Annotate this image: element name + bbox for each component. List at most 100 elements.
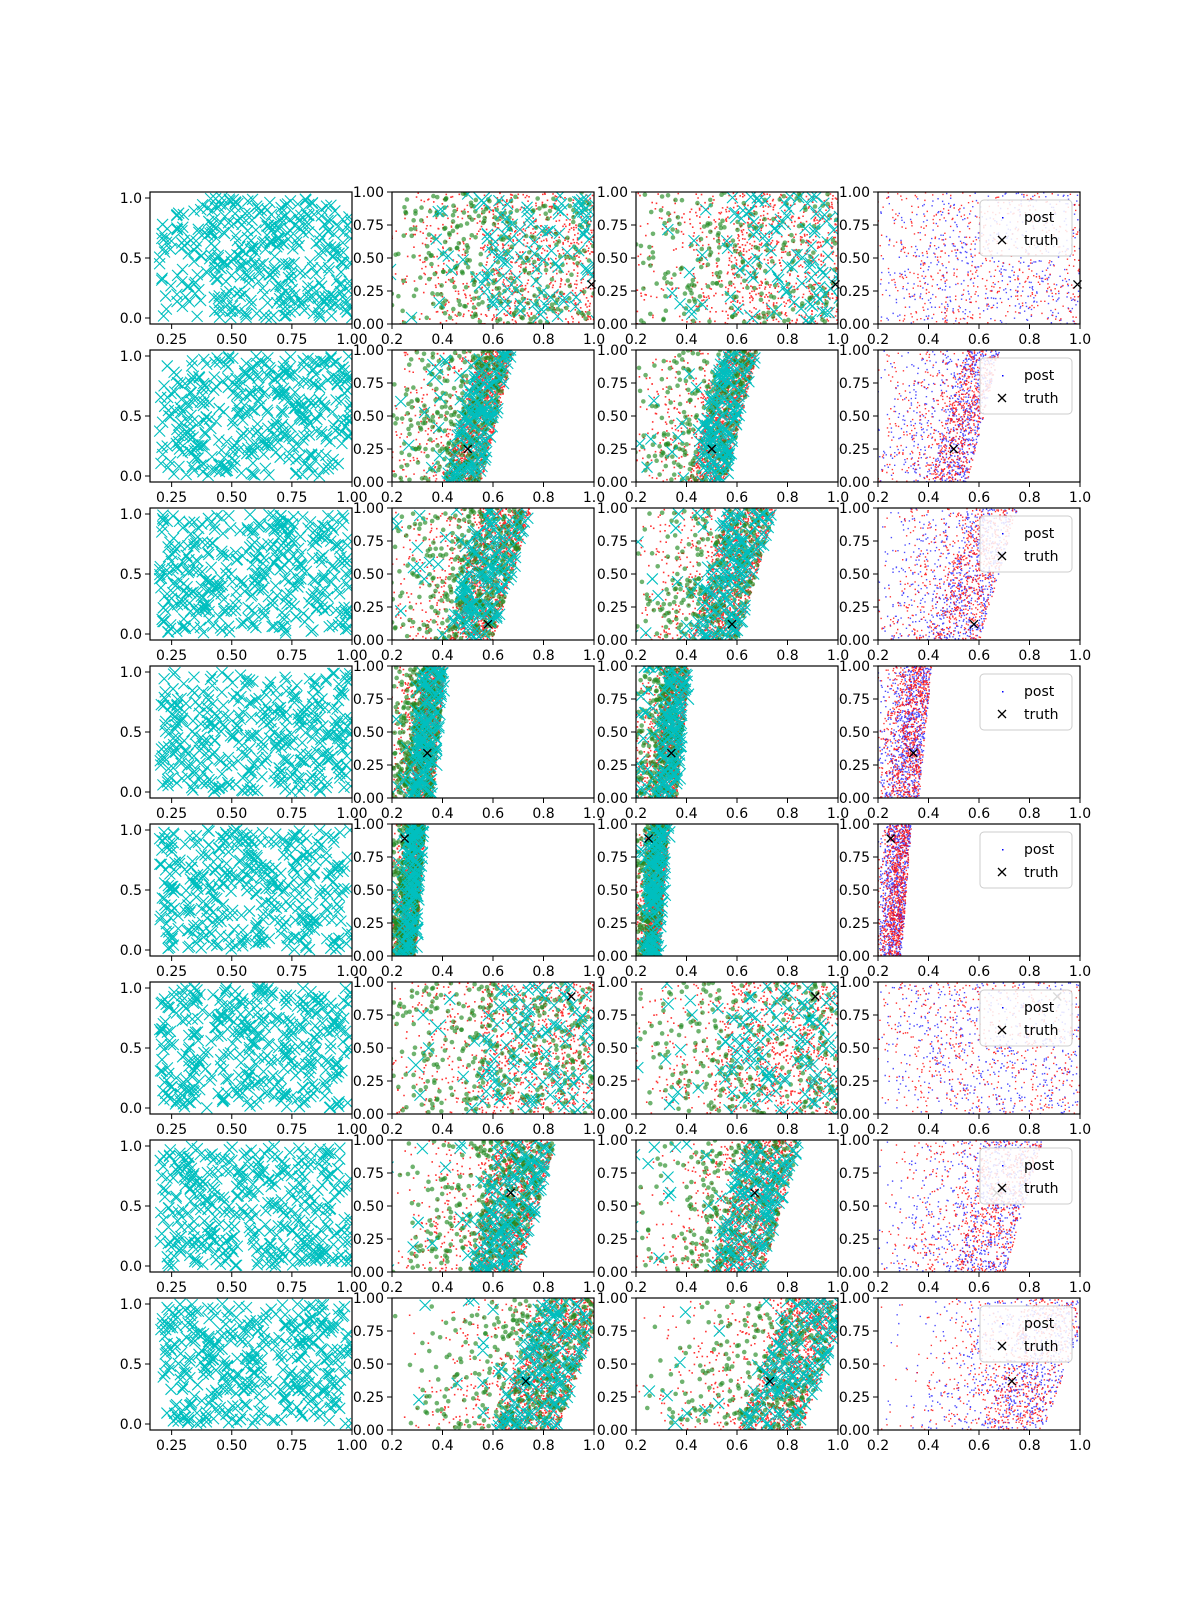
y-tick-label: 0.25	[839, 1074, 870, 1090]
legend-post-label: post	[1024, 1158, 1055, 1174]
legend-truth-label: truth	[1024, 549, 1058, 565]
y-tick-label: 0.25	[839, 1390, 870, 1406]
x-tick-label: 0.75	[276, 806, 307, 822]
subplot-r2-c3: 0.2 0.4 0.6 0.8 1.00.000.250.500.751.00	[571, 343, 849, 506]
y-tick-label: 0.0	[120, 785, 142, 801]
y-tick-label: 0.00	[597, 1107, 628, 1123]
legend-post-swatch	[1002, 217, 1004, 219]
legend-truth-label: truth	[1024, 391, 1058, 407]
y-tick-label: 0.25	[353, 600, 384, 616]
y-tick-label: 0.75	[353, 850, 384, 866]
x-tick-label: 0.8	[1018, 332, 1040, 348]
legend-post-swatch	[1002, 691, 1004, 693]
x-tick-label: 0.2	[867, 490, 889, 506]
y-tick-label: 0.50	[353, 725, 384, 741]
plot-area	[155, 1141, 358, 1272]
x-tick-label: 0.4	[431, 332, 453, 348]
legend-post-label: post	[1024, 684, 1055, 700]
y-tick-label: 0.75	[839, 1166, 870, 1182]
legend-post-swatch	[1002, 533, 1004, 535]
x-tick-label: 0.6	[482, 332, 504, 348]
x-tick-label: 0.8	[532, 964, 554, 980]
legend-post-swatch	[1002, 1323, 1004, 1325]
y-tick-label: 0.00	[597, 317, 628, 333]
x-tick-label: 0.8	[776, 964, 798, 980]
y-tick-label: 0.50	[597, 409, 628, 425]
y-tick-label: 0.5	[120, 1199, 142, 1215]
y-tick-label: 0.75	[839, 218, 870, 234]
x-tick-label: 0.4	[431, 964, 453, 980]
proposal-markers	[155, 667, 357, 797]
x-tick-label: 0.2	[381, 490, 403, 506]
y-tick-label: 0.25	[597, 916, 628, 932]
y-tick-label: 0.5	[120, 251, 142, 267]
x-tick-label: 0.4	[675, 332, 697, 348]
y-tick-label: 0.50	[597, 725, 628, 741]
x-tick-label: 0.4	[917, 332, 939, 348]
proposal-markers	[154, 193, 357, 324]
subplot-r2-c4: 0.2 0.4 0.6 0.8 1.00.000.250.500.751.00postt…	[823, 343, 1091, 506]
y-tick-label: 1.00	[353, 343, 384, 359]
x-tick-label: 0.4	[431, 1122, 453, 1138]
y-tick-label: 1.00	[839, 817, 870, 833]
y-tick-label: 0.75	[839, 1008, 870, 1024]
x-tick-label: 0.8	[1018, 490, 1040, 506]
x-tick-label: 0.50	[216, 1438, 247, 1454]
x-tick-label: 0.2	[867, 806, 889, 822]
y-tick-label: 0.50	[839, 1041, 870, 1057]
subplot-r6-c4: 0.2 0.4 0.6 0.8 1.00.000.250.500.751.00postt…	[806, 975, 1131, 1138]
y-tick-label: 1.00	[353, 659, 384, 675]
y-tick-label: 0.00	[597, 949, 628, 965]
y-tick-label: 1.0	[120, 191, 142, 207]
y-tick-label: 0.25	[839, 1232, 870, 1248]
y-tick-label: 0.75	[353, 1166, 384, 1182]
y-tick-label: 0.50	[597, 1357, 628, 1373]
y-tick-label: 0.25	[839, 600, 870, 616]
x-tick-label: 0.6	[482, 1438, 504, 1454]
x-tick-label: 0.8	[532, 648, 554, 664]
x-tick-label: 0.8	[1018, 1122, 1040, 1138]
y-tick-label: 0.25	[839, 284, 870, 300]
x-tick-label: 0.50	[216, 1280, 247, 1296]
y-tick-label: 1.00	[839, 1133, 870, 1149]
y-tick-label: 1.00	[839, 185, 870, 201]
y-tick-label: 0.00	[839, 317, 870, 333]
x-tick-label: 0.6	[726, 490, 748, 506]
y-tick-label: 0.50	[839, 725, 870, 741]
x-tick-label: 1.0	[827, 1438, 849, 1454]
y-tick-label: 0.25	[353, 916, 384, 932]
y-tick-label: 0.75	[353, 1008, 384, 1024]
x-tick-label: 1.0	[1069, 1122, 1091, 1138]
subplot-r3-c3: 0.2 0.4 0.6 0.8 1.00.000.250.500.751.00	[560, 501, 849, 664]
x-tick-label: 0.2	[625, 1122, 647, 1138]
legend-truth-label: truth	[1024, 707, 1058, 723]
legend-post-swatch	[1002, 1165, 1004, 1167]
x-tick-label: 0.75	[276, 648, 307, 664]
y-tick-label: 0.00	[597, 1423, 628, 1439]
x-tick-label: 0.8	[776, 648, 798, 664]
y-tick-label: 0.25	[353, 284, 384, 300]
y-tick-label: 0.00	[839, 1107, 870, 1123]
x-tick-label: 0.50	[216, 332, 247, 348]
y-tick-label: 1.00	[597, 185, 628, 201]
legend-post-label: post	[1024, 1000, 1055, 1016]
x-tick-label: 0.2	[625, 648, 647, 664]
x-tick-label: 0.25	[156, 1280, 187, 1296]
y-tick-label: 0.25	[597, 758, 628, 774]
x-tick-label: 0.8	[532, 1438, 554, 1454]
x-tick-label: 0.2	[867, 1122, 889, 1138]
y-tick-label: 0.00	[839, 1423, 870, 1439]
x-tick-label: 0.6	[968, 648, 990, 664]
x-tick-label: 0.6	[726, 648, 748, 664]
y-tick-label: 0.75	[597, 534, 628, 550]
y-tick-label: 0.50	[839, 567, 870, 583]
y-tick-label: 0.50	[353, 409, 384, 425]
x-tick-label: 1.0	[1069, 806, 1091, 822]
x-tick-label: 0.8	[776, 490, 798, 506]
y-tick-label: 0.0	[120, 311, 142, 327]
plot-area	[596, 1291, 853, 1433]
y-tick-label: 0.25	[353, 1390, 384, 1406]
truth-marker	[950, 445, 958, 453]
